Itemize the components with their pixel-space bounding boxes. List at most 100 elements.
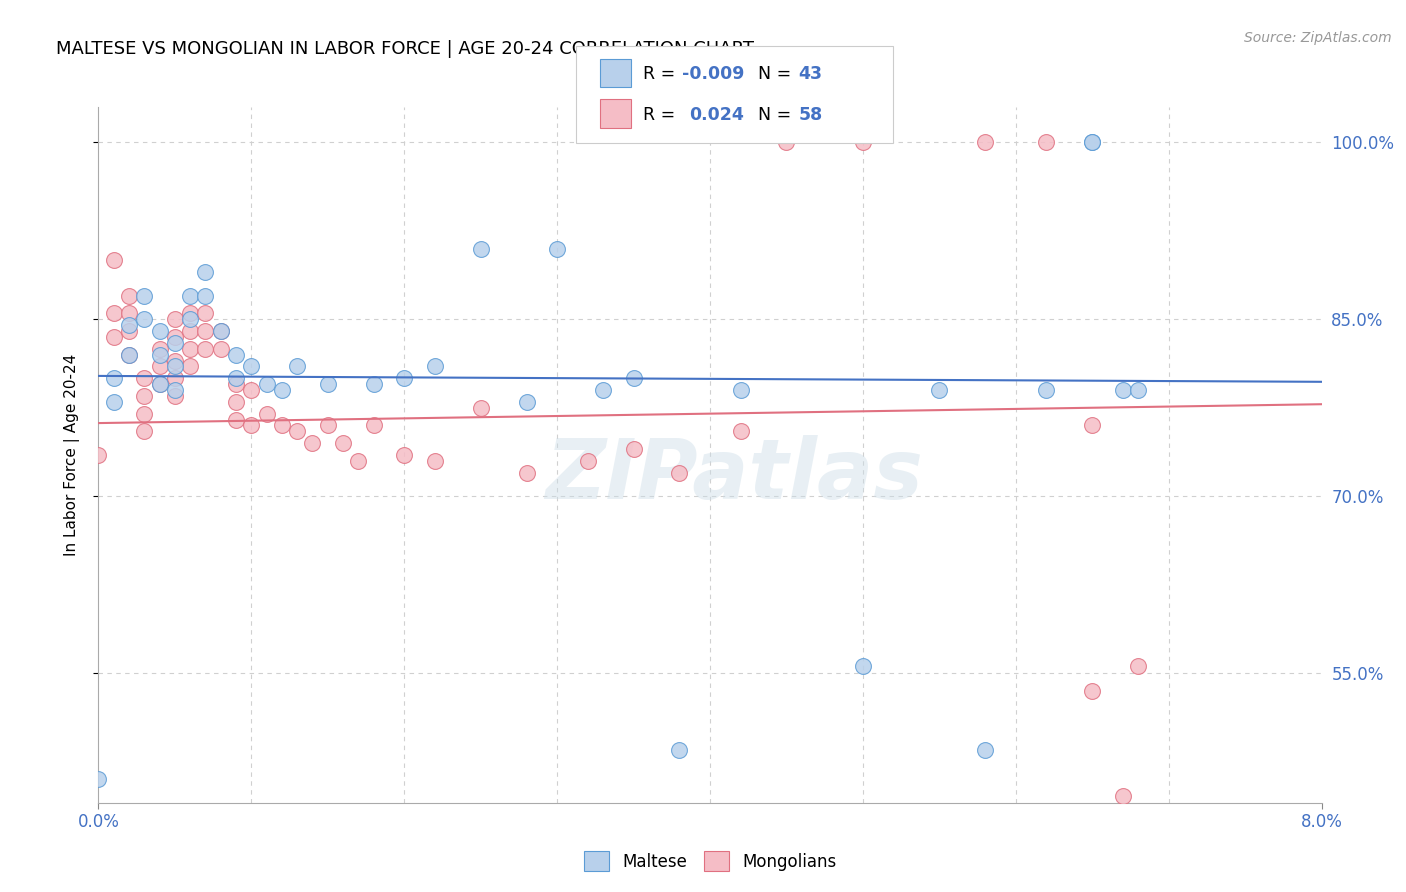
Point [225, 377, 247, 392]
Point [134, 312, 156, 326]
Point [179, 306, 201, 320]
Y-axis label: In Labor Force | Age 20-24: In Labor Force | Age 20-24 [65, 354, 80, 556]
Text: MALTESE VS MONGOLIAN IN LABOR FORCE | AGE 20-24 CORRELATION CHART: MALTESE VS MONGOLIAN IN LABOR FORCE | AG… [56, 40, 754, 58]
Point [240, 383, 263, 397]
Point [974, 743, 997, 757]
Text: 43: 43 [799, 65, 823, 83]
Point [87, 448, 110, 462]
Point [423, 359, 446, 374]
Point [668, 743, 690, 757]
Point [149, 377, 172, 392]
Point [179, 324, 201, 338]
Point [134, 389, 156, 403]
Point [470, 242, 492, 256]
Point [347, 454, 370, 468]
Point [118, 324, 141, 338]
Text: N =: N = [758, 65, 797, 83]
Point [392, 448, 416, 462]
Point [623, 442, 645, 456]
Point [516, 466, 538, 480]
Point [1081, 136, 1104, 150]
Point [179, 359, 201, 374]
Point [852, 136, 875, 150]
Point [118, 348, 141, 362]
Point [730, 425, 752, 439]
Point [668, 466, 690, 480]
Text: Source: ZipAtlas.com: Source: ZipAtlas.com [1244, 31, 1392, 45]
Point [1081, 418, 1104, 433]
Point [225, 412, 247, 426]
Point [1081, 683, 1104, 698]
Point [516, 395, 538, 409]
Point [163, 389, 186, 403]
Point [270, 383, 294, 397]
Point [163, 312, 186, 326]
Point [163, 371, 186, 385]
Point [118, 318, 141, 333]
Point [87, 772, 110, 787]
Point [974, 136, 997, 150]
Point [179, 342, 201, 356]
Text: N =: N = [758, 105, 797, 124]
Point [103, 395, 125, 409]
Legend: Maltese, Mongolians: Maltese, Mongolians [576, 845, 844, 878]
Point [1112, 789, 1135, 803]
Text: -0.009: -0.009 [682, 65, 744, 83]
Point [928, 383, 950, 397]
Point [730, 383, 752, 397]
Point [103, 306, 125, 320]
Point [103, 371, 125, 385]
Point [179, 289, 201, 303]
Point [209, 342, 232, 356]
Point [285, 359, 308, 374]
Point [149, 359, 172, 374]
Point [1081, 136, 1104, 150]
Point [225, 371, 247, 385]
Point [256, 407, 278, 421]
Text: ZIPatlas: ZIPatlas [546, 435, 924, 516]
Point [363, 377, 385, 392]
Point [103, 253, 125, 268]
Point [301, 436, 323, 450]
Point [163, 335, 186, 350]
Point [1128, 659, 1150, 673]
Point [332, 436, 354, 450]
Point [623, 371, 645, 385]
Point [1035, 383, 1057, 397]
Point [134, 425, 156, 439]
Text: R =: R = [643, 65, 681, 83]
Text: 0.024: 0.024 [689, 105, 744, 124]
Point [240, 418, 263, 433]
Point [194, 342, 217, 356]
Point [592, 383, 614, 397]
Point [316, 377, 339, 392]
Point [194, 324, 217, 338]
Point [149, 324, 172, 338]
Point [316, 418, 339, 433]
Point [163, 383, 186, 397]
Point [1035, 136, 1057, 150]
Point [775, 136, 797, 150]
Point [149, 377, 172, 392]
Point [423, 454, 446, 468]
Point [103, 330, 125, 344]
Text: R =: R = [643, 105, 686, 124]
Point [285, 425, 308, 439]
Point [256, 377, 278, 392]
Point [118, 289, 141, 303]
Point [134, 407, 156, 421]
Point [209, 324, 232, 338]
Text: 58: 58 [799, 105, 823, 124]
Point [134, 289, 156, 303]
Point [149, 342, 172, 356]
Point [546, 242, 568, 256]
Point [225, 348, 247, 362]
Point [194, 306, 217, 320]
Point [118, 348, 141, 362]
Point [852, 659, 875, 673]
Point [209, 324, 232, 338]
Point [194, 265, 217, 279]
Point [149, 348, 172, 362]
Point [470, 401, 492, 415]
Point [240, 359, 263, 374]
